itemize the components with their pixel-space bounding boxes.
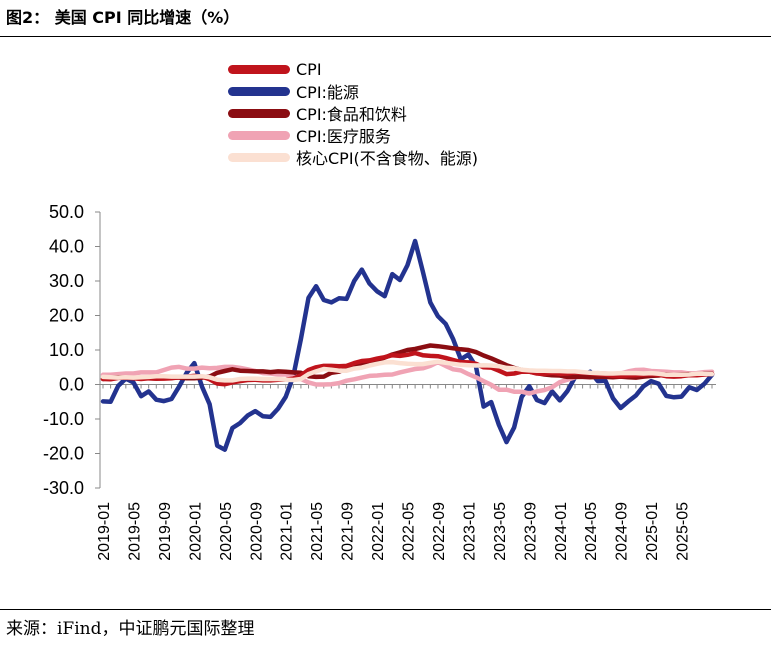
x-tick-label: 2021-09 <box>340 502 357 561</box>
series-line-core <box>100 359 715 383</box>
x-tick-label: 2020-09 <box>248 502 265 561</box>
legend-label-core: 核心CPI(不含食物、能源) <box>296 149 479 168</box>
x-tick-label: 2025-05 <box>675 502 692 561</box>
x-tick-label: 2023-05 <box>492 502 509 561</box>
legend-item-medical: CPI:医疗服务 <box>228 124 478 146</box>
legend-item-energy: CPI:能源 <box>228 80 478 102</box>
x-tick-label: 2022-09 <box>431 502 448 561</box>
legend-item-cpi: CPI <box>228 58 478 80</box>
y-tick-label: 30.0 <box>49 271 84 291</box>
x-tick-label: 2020-01 <box>187 502 204 561</box>
x-tick-label: 2024-01 <box>553 502 570 561</box>
series-line-energy <box>100 238 715 452</box>
x-tick-label: 2022-05 <box>401 502 418 561</box>
y-tick-label: 40.0 <box>49 237 84 257</box>
legend-swatch-energy <box>228 86 290 96</box>
x-tick-label: 2024-05 <box>583 502 600 561</box>
x-tick-label: 2020-05 <box>218 502 235 561</box>
x-tick-label: 2023-01 <box>461 502 478 561</box>
x-tick-label: 2024-09 <box>614 502 631 561</box>
title-rule <box>0 36 771 37</box>
legend-swatch-medical <box>228 130 290 140</box>
x-tick-label: 2021-01 <box>279 502 296 561</box>
line-chart: 50.0 40.0 30.0 20.0 10.0 0.0 -10.0 -20.0 -30.0 20… <box>43 202 716 561</box>
y-tick-label: -20.0 <box>43 444 84 464</box>
legend-item-core: 核心CPI(不含食物、能源) <box>228 146 478 168</box>
y-tick-label: 10.0 <box>49 340 84 360</box>
legend-item-food: CPI:食品和饮料 <box>228 102 478 124</box>
legend-label-food: CPI:食品和饮料 <box>296 105 407 124</box>
legend-label-energy: CPI:能源 <box>296 83 359 102</box>
legend-swatch-food <box>228 108 290 118</box>
y-tick-label: 0.0 <box>59 375 84 395</box>
legend-swatch-cpi <box>228 64 290 74</box>
x-tick-label: 2021-05 <box>309 502 326 561</box>
figure-title: 图2： 美国 CPI 同比增速（%） <box>6 8 240 27</box>
x-tick-label: 2025-01 <box>644 502 661 561</box>
source-rule <box>0 609 771 610</box>
y-tick-label: -10.0 <box>43 409 84 429</box>
y-tick-label: 20.0 <box>49 306 84 326</box>
source-note: 来源：iFind，中证鹏元国际整理 <box>6 619 255 639</box>
chart-legend: CPI CPI:能源 CPI:食品和饮料 CPI:医疗服务 核心CPI(不含食物… <box>228 58 478 168</box>
legend-label-medical: CPI:医疗服务 <box>296 127 391 146</box>
x-tick-label: 2019-01 <box>96 502 113 561</box>
legend-swatch-core <box>228 152 290 162</box>
x-tick-label: 2022-01 <box>370 502 387 561</box>
x-tick-label: 2023-09 <box>522 502 539 561</box>
y-tick-label: 50.0 <box>49 202 84 222</box>
legend-label-cpi: CPI <box>296 59 322 79</box>
y-tick-label: -30.0 <box>43 478 84 498</box>
x-tick-label: 2019-09 <box>157 502 174 561</box>
x-tick-label: 2019-05 <box>126 502 143 561</box>
